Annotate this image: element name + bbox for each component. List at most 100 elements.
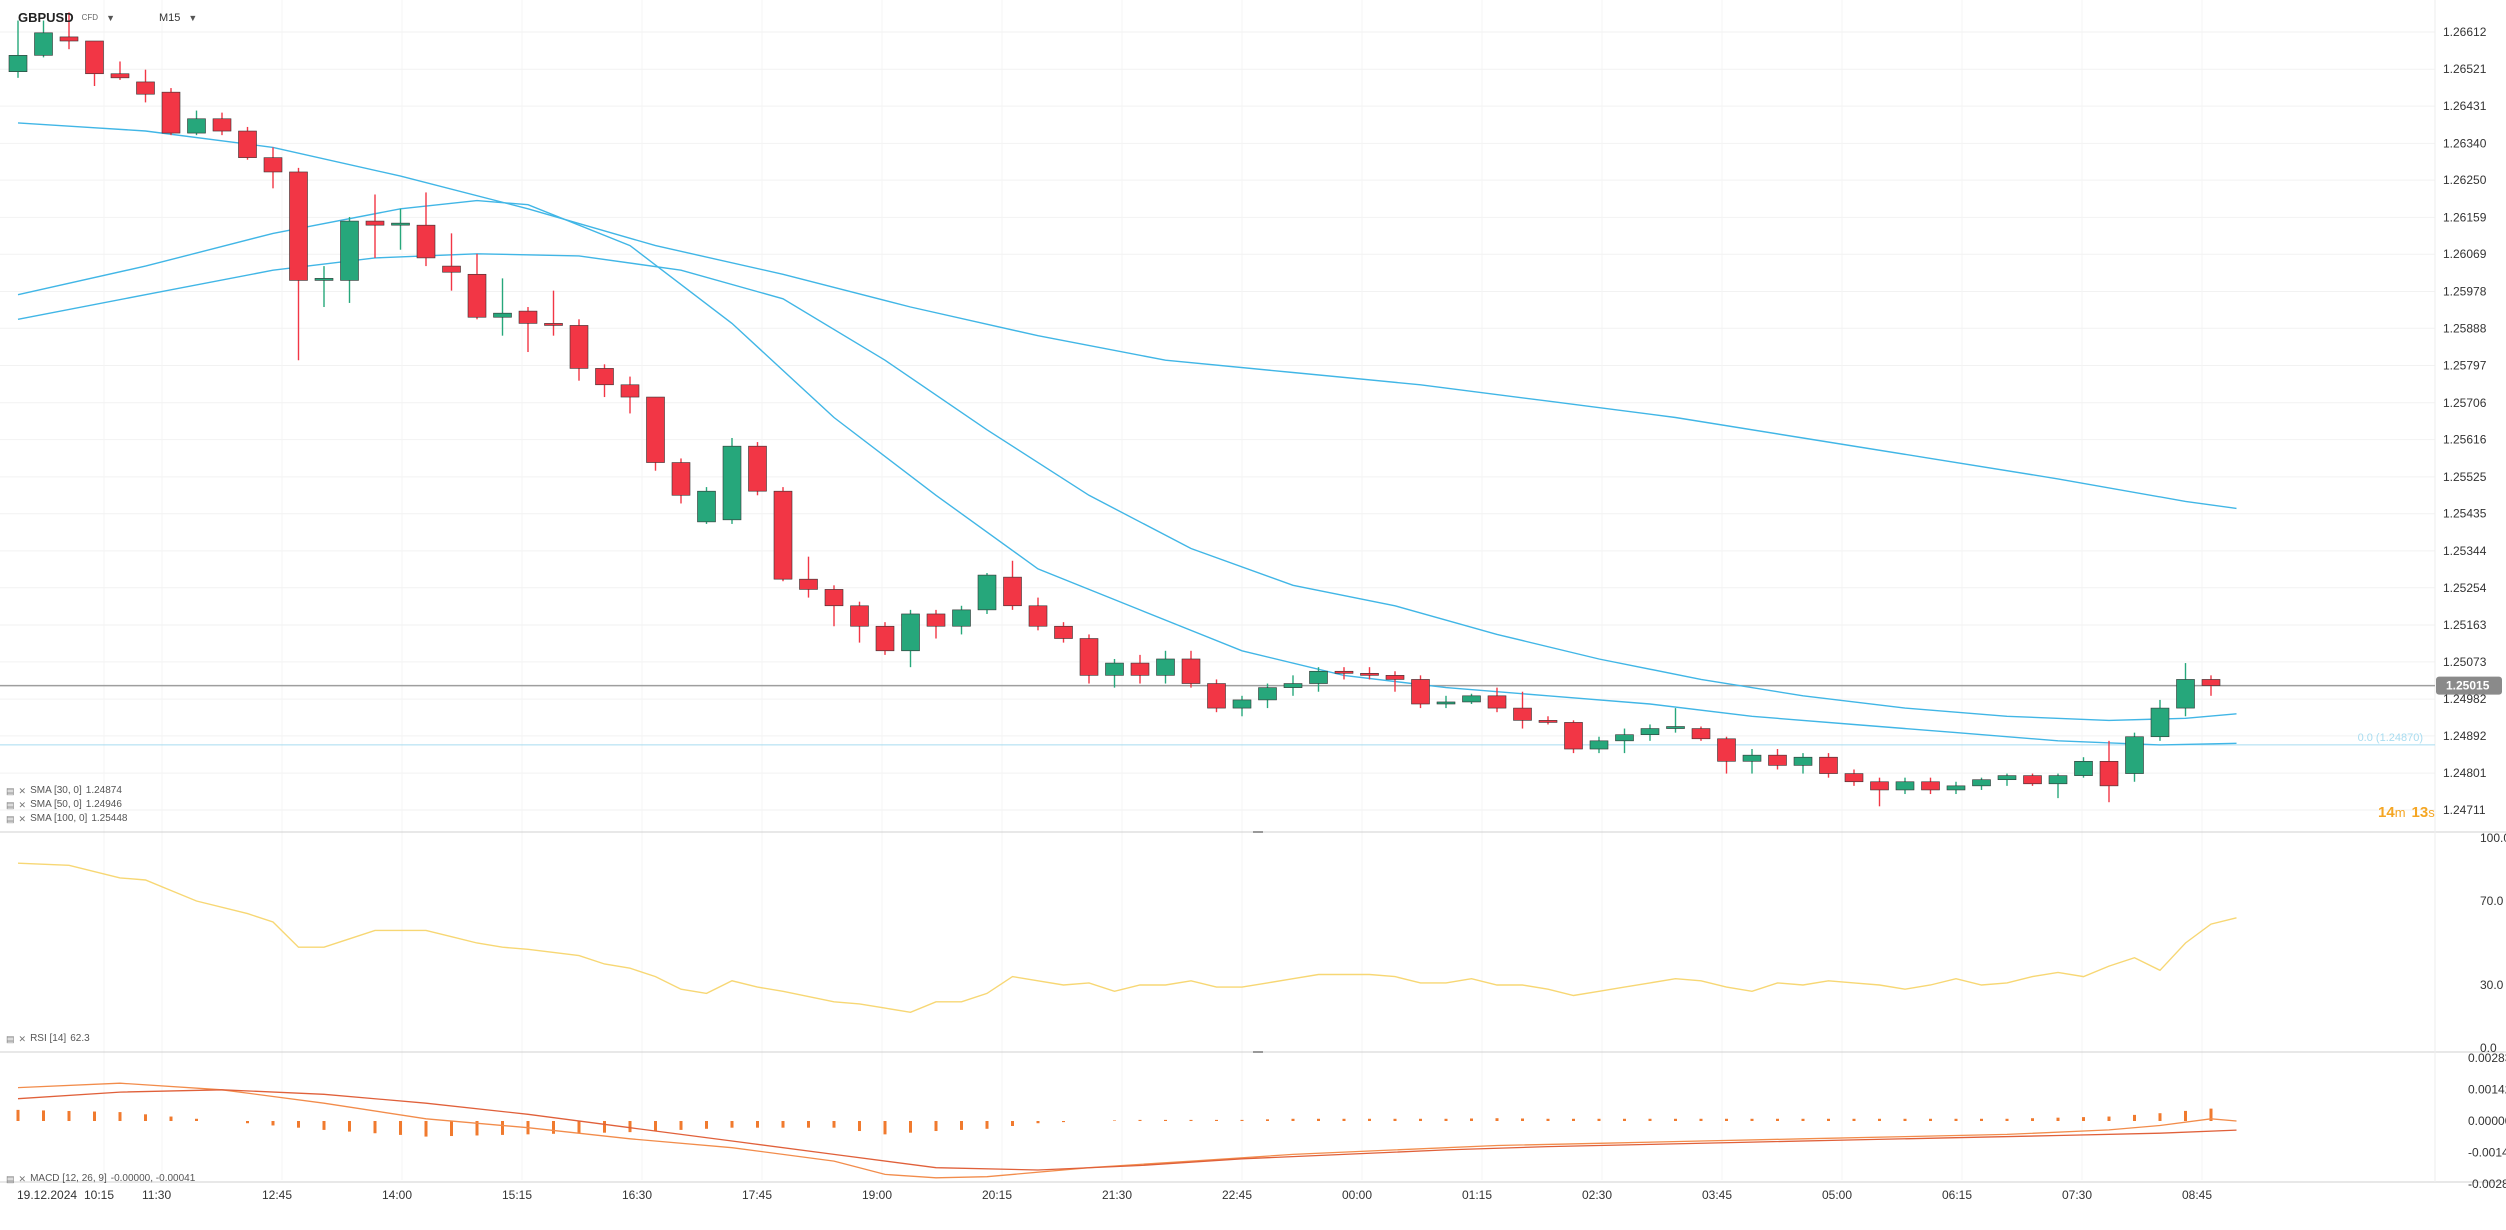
candle[interactable]	[1411, 675, 1430, 709]
candle[interactable]	[926, 609, 946, 639]
candle[interactable]	[442, 233, 461, 291]
candle[interactable]	[1895, 777, 1915, 795]
candle[interactable]	[773, 487, 793, 582]
candle[interactable]	[518, 307, 538, 353]
time-axis-label[interactable]: 14:00	[382, 1188, 412, 1202]
candle[interactable]	[493, 278, 512, 336]
candle[interactable]	[1972, 777, 1991, 790]
candle[interactable]	[544, 290, 563, 336]
time-axis-label[interactable]: 19:00	[862, 1188, 892, 1202]
candle[interactable]	[1079, 634, 1099, 684]
candle[interactable]	[977, 573, 997, 614]
candle[interactable]	[1232, 695, 1252, 717]
time-axis-label[interactable]: 19.12.2024	[17, 1188, 77, 1202]
macd-panel[interactable]	[16, 1082, 2237, 1179]
candle[interactable]	[1334, 667, 1354, 680]
candle[interactable]	[2074, 757, 2093, 778]
candle[interactable]	[646, 396, 665, 471]
candle[interactable]	[1130, 654, 1150, 684]
candle[interactable]	[671, 458, 691, 504]
candle[interactable]	[1717, 736, 1736, 774]
candle[interactable]	[1462, 693, 1481, 704]
time-axis-label[interactable]: 06:15	[1942, 1188, 1972, 1202]
time-axis-label[interactable]: 12:45	[262, 1188, 292, 1202]
candle[interactable]	[2048, 773, 2068, 799]
indicator-close-icon[interactable]: ✕	[18, 800, 27, 810]
candle[interactable]	[263, 147, 283, 189]
candle[interactable]	[1640, 724, 1660, 741]
candle[interactable]	[1309, 667, 1328, 692]
symbol-dropdown-caret-icon[interactable]: ▼	[106, 12, 115, 23]
time-axis-label[interactable]: 08:45	[2182, 1188, 2212, 1202]
candle[interactable]	[620, 376, 640, 414]
indicator-settings-icon[interactable]: ▤	[6, 1174, 15, 1184]
candle[interactable]	[187, 110, 206, 136]
candle[interactable]	[1513, 691, 1532, 729]
candle[interactable]	[1921, 777, 1940, 795]
time-axis-label[interactable]: 15:15	[502, 1188, 532, 1202]
candle[interactable]	[1436, 695, 1456, 709]
candle[interactable]	[1156, 650, 1175, 684]
candle[interactable]	[952, 605, 971, 635]
candle[interactable]	[569, 319, 589, 381]
candle[interactable]	[901, 609, 920, 668]
candle[interactable]	[1870, 777, 1889, 807]
timeframe-dropdown-caret-icon[interactable]: ▼	[188, 12, 198, 23]
indicator-settings-icon[interactable]: ▤	[6, 1034, 15, 1044]
candle[interactable]	[1946, 781, 1966, 795]
candle[interactable]	[2125, 732, 2144, 782]
indicator-close-icon[interactable]: ✕	[18, 814, 27, 824]
time-axis-label[interactable]: 11:30	[142, 1188, 171, 1202]
candle[interactable]	[1589, 736, 1609, 754]
symbol-name[interactable]: GBPUSD	[18, 10, 74, 25]
time-axis-label[interactable]: 21:30	[1102, 1188, 1132, 1202]
candle[interactable]	[1742, 749, 1762, 774]
candle[interactable]	[110, 61, 130, 80]
candle[interactable]	[314, 266, 334, 308]
time-axis-label[interactable]: 20:15	[982, 1188, 1012, 1202]
candle[interactable]	[1793, 753, 1813, 774]
candle[interactable]	[85, 40, 104, 87]
time-axis-label[interactable]: 22:45	[1222, 1188, 1252, 1202]
candle[interactable]	[2023, 773, 2042, 786]
candle[interactable]	[1997, 773, 2017, 786]
indicator-settings-icon[interactable]: ▤	[6, 786, 15, 796]
candle[interactable]	[467, 253, 487, 320]
candle[interactable]	[722, 437, 742, 524]
timeframe-label[interactable]: M15	[159, 11, 181, 24]
time-axis-label[interactable]: 03:45	[1702, 1188, 1732, 1202]
candle[interactable]	[1181, 650, 1201, 688]
candle[interactable]	[1003, 560, 1022, 610]
indicator-close-icon[interactable]: ✕	[18, 786, 27, 796]
candle[interactable]	[1666, 708, 1685, 733]
candle[interactable]	[824, 585, 844, 627]
candle[interactable]	[2176, 663, 2195, 717]
candle[interactable]	[416, 192, 436, 267]
indicator-settings-icon[interactable]: ▤	[6, 814, 15, 824]
candle[interactable]	[1487, 687, 1507, 713]
candle[interactable]	[2099, 740, 2119, 803]
candle[interactable]	[1691, 726, 1711, 741]
candle[interactable]	[1615, 728, 1634, 754]
candle[interactable]	[1105, 658, 1124, 688]
candle[interactable]	[875, 622, 895, 655]
candle[interactable]	[1283, 675, 1303, 696]
candle[interactable]	[748, 442, 767, 496]
candle[interactable]	[2150, 699, 2170, 741]
indicator-close-icon[interactable]: ✕	[18, 1174, 27, 1184]
price-panel[interactable]: 0.0 (1.24870) 1.25015 14m 13s	[0, 12, 2502, 821]
candle[interactable]	[8, 20, 28, 78]
candle[interactable]	[1028, 597, 1048, 631]
candle[interactable]	[1360, 667, 1379, 680]
time-axis-label[interactable]: 16:30	[622, 1188, 652, 1202]
candle[interactable]	[1054, 622, 1073, 643]
time-axis-label[interactable]: 07:30	[2062, 1188, 2092, 1202]
candle[interactable]	[2201, 675, 2221, 696]
candle[interactable]	[1819, 753, 1838, 778]
candle[interactable]	[850, 601, 869, 643]
candle[interactable]	[1258, 683, 1277, 709]
candle[interactable]	[289, 167, 308, 361]
time-axis-label[interactable]: 17:45	[742, 1188, 772, 1202]
time-axis-label[interactable]: 00:00	[1342, 1188, 1372, 1202]
candle[interactable]	[799, 556, 818, 598]
